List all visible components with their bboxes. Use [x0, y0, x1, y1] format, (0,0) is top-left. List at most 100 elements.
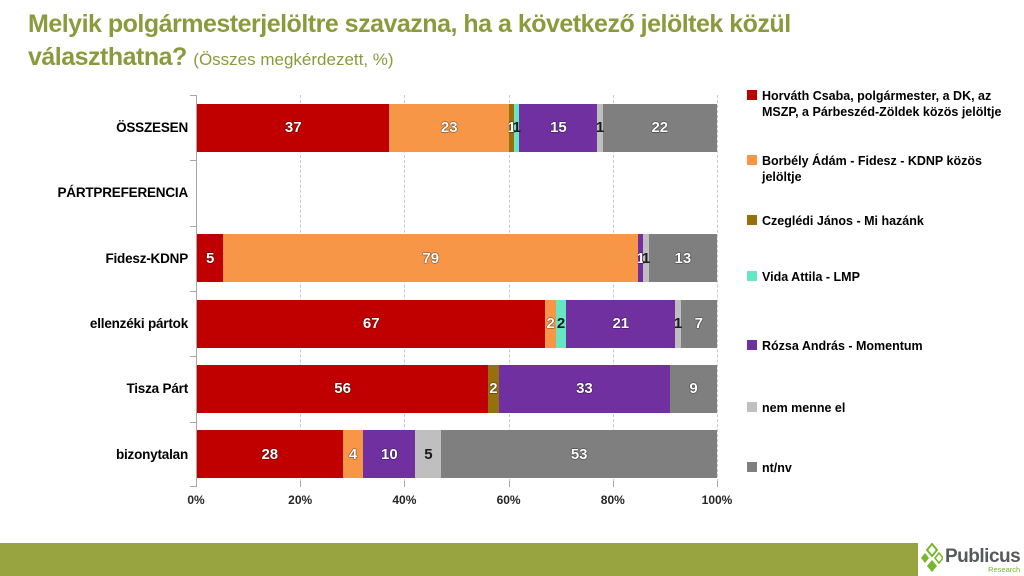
brand-name: Publicus	[945, 545, 1021, 567]
bar-segment: 22	[602, 103, 718, 152]
axis-tick	[190, 225, 196, 227]
bar-value-label: 4	[348, 445, 358, 463]
bar-value-label: 28	[261, 445, 279, 463]
bar-value-label: 5	[205, 249, 215, 267]
bar-value-label: 15	[550, 119, 567, 137]
legend-swatch	[747, 462, 757, 472]
axis-tick	[190, 291, 196, 292]
bar-value-label: 22	[651, 119, 669, 137]
legend-label: nt/nv	[762, 461, 792, 475]
legend-label: Horváth Csaba, polgármester, a DK, az MS…	[762, 89, 1002, 119]
legend-item: nt/nv	[747, 460, 792, 476]
chart-row: PÁRTPREFERENCIA	[0, 160, 717, 225]
legend: Horváth Csaba, polgármester, a DK, az MS…	[747, 0, 1019, 540]
bar-value-label: 33	[576, 380, 593, 398]
legend-swatch	[747, 271, 757, 281]
legend-label: Vida Attila - LMP	[762, 270, 860, 284]
bar-value-label: 1	[595, 119, 605, 137]
bar-segment: 28	[197, 430, 343, 479]
gridline	[404, 95, 406, 487]
bar-segment: 2	[488, 364, 499, 413]
x-tick-label: 0%	[187, 493, 205, 507]
bar-value-label: 2	[546, 315, 555, 333]
legend-swatch	[747, 155, 757, 165]
x-tick-label: 80%	[600, 493, 625, 507]
axis-tick	[190, 421, 196, 423]
bar-value-label: 56	[334, 380, 351, 398]
bar-segment: 33	[498, 364, 671, 413]
bar-value-label: 2	[489, 380, 498, 398]
page-title-line1: Melyik polgármesterjelöltre szavazna, ha…	[28, 10, 791, 38]
bar-segment: 1	[673, 299, 683, 348]
chart: ÖSSZESEN 37 23 1 1 15 1 22 PÁRTPREFERENCIA Fidesz…	[0, 95, 718, 487]
bar-segment: 4	[342, 430, 364, 479]
legend-item: Czeglédi János - Mi hazánk	[747, 213, 924, 229]
bar-segment: 10	[363, 430, 416, 479]
x-tick	[508, 481, 510, 487]
bar-segment: 15	[519, 103, 598, 152]
legend-swatch	[747, 340, 757, 350]
category-label: bizonytalan	[115, 446, 188, 462]
legend-swatch	[747, 402, 757, 412]
bar-value-label: 1	[673, 315, 683, 333]
bar-value-label: 1	[507, 119, 516, 137]
chart-row: Fidesz-KDNP 5 79 1 1 13	[0, 226, 717, 291]
axis-tick	[190, 486, 196, 487]
bar-segment: 67	[197, 299, 546, 348]
category-label: ÖSSZESEN	[116, 120, 188, 136]
axis-tick	[190, 95, 196, 96]
publicus-logo-icon	[921, 541, 945, 576]
x-tick	[717, 481, 718, 487]
x-tick-label: 60%	[496, 493, 521, 507]
chart-row: ÖSSZESEN 37 23 1 1 15 1 22	[0, 95, 718, 160]
legend-label: Czeglédi János - Mi hazánk	[762, 214, 924, 228]
bar-segment: 1	[636, 234, 646, 283]
bar-track: 28 4 10 5 53	[197, 430, 717, 479]
x-tick-label: 100%	[701, 493, 733, 507]
gridline	[508, 95, 510, 487]
bar-track: 56 2 33 9	[197, 364, 717, 413]
y-axis-line	[196, 95, 197, 487]
bar-value-label: 1	[512, 119, 521, 137]
bar-segment: 2	[545, 299, 556, 348]
page-title-line2-bold: választhatna?	[28, 43, 187, 71]
bar-segment: 5	[415, 430, 442, 479]
footer-bar	[0, 543, 918, 576]
legend-swatch	[747, 215, 757, 225]
x-tick	[300, 481, 302, 487]
category-label: Tisza Párt	[126, 381, 188, 397]
bar-track: 67 2 2 21 1 7	[197, 299, 718, 348]
legend-item: Rózsa András - Momentum	[747, 338, 923, 354]
gridline	[717, 95, 718, 487]
category-label: ellenzéki pártok	[89, 316, 188, 332]
bar-segment: 2	[555, 299, 567, 348]
x-tick	[404, 481, 406, 487]
page-title-note: (Összes megkérdezett, %)	[193, 50, 393, 69]
x-tick-label: 20%	[288, 493, 313, 507]
brand-subname: Research	[988, 564, 1021, 574]
bar-segment: 1	[507, 103, 516, 152]
x-axis: 0% 20% 40% 60% 80% 100%	[187, 481, 732, 511]
bar-value-label: 1	[636, 249, 646, 267]
bar-value-label: 13	[674, 249, 692, 267]
x-tick	[196, 481, 197, 487]
publicus-logo: Publicus Research	[921, 541, 1021, 576]
bar-value-label: 5	[424, 445, 433, 463]
chart-row: Tisza Párt 56 2 33 9	[0, 356, 717, 421]
bar-segment: 37	[197, 103, 390, 152]
bar-value-label: 1	[641, 249, 651, 267]
bar-segment: 53	[441, 430, 717, 479]
axis-tick	[190, 356, 196, 358]
bar-segment: 79	[223, 234, 639, 283]
bar-value-label: 67	[362, 315, 380, 333]
bar-track: 37 23 1 1 15 1 22	[197, 103, 718, 152]
bar-value-label: 9	[689, 380, 698, 398]
bar-value-label: 21	[612, 315, 630, 333]
plot-grid	[190, 95, 718, 487]
brand-text: Publicus Research	[945, 545, 1021, 574]
axis-tick	[190, 160, 196, 162]
bar-value-label: 53	[570, 445, 588, 463]
bar-segment: 56	[197, 364, 489, 413]
bar-segment: 1	[512, 103, 521, 152]
legend-label: nem menne el	[762, 401, 846, 415]
